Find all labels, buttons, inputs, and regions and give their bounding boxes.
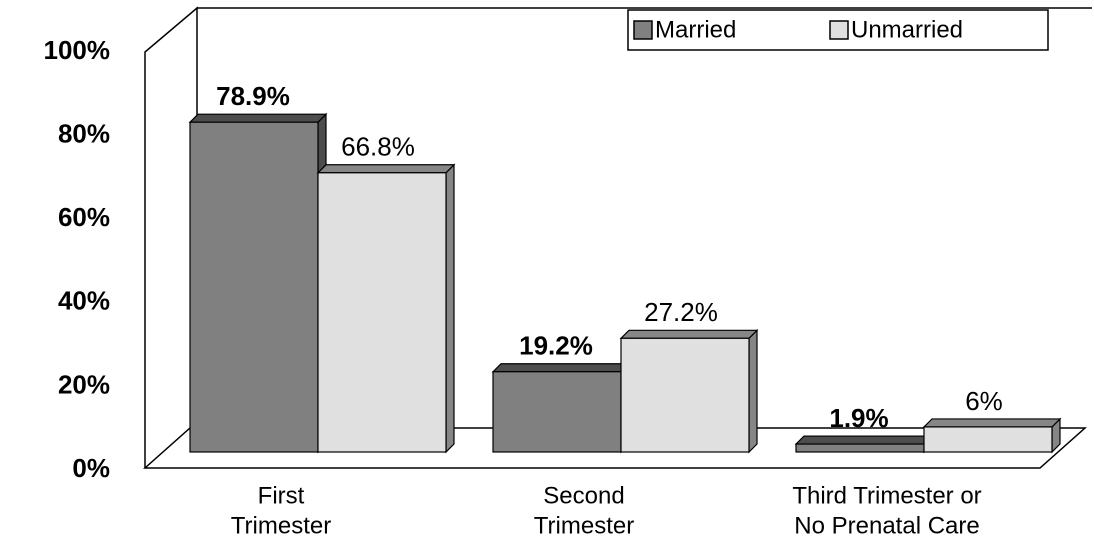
value-label: 27.2%: [644, 297, 718, 327]
y-tick-label: 80%: [58, 118, 110, 148]
bar-top: [491, 363, 631, 373]
y-tick-label: 100%: [44, 35, 111, 65]
y-tick-label: 0%: [72, 453, 110, 483]
x-tick-label: No Prenatal Care: [794, 512, 979, 539]
bar-top: [922, 418, 1062, 428]
legend-swatch: [633, 20, 653, 40]
left-wall: [144, 6, 198, 468]
bar: [491, 362, 631, 454]
bar-top: [316, 164, 456, 174]
bar-side: [748, 328, 758, 454]
value-label: 1.9%: [829, 403, 888, 433]
bar: [188, 112, 328, 454]
value-label: 19.2%: [519, 331, 593, 361]
bar-top: [619, 329, 759, 339]
value-label: 6%: [965, 386, 1003, 416]
legend: Married Unmarried: [627, 9, 1049, 51]
bar-front: [795, 443, 925, 453]
x-tick-label: Trimester: [534, 512, 634, 539]
bar-front: [317, 172, 447, 453]
x-tick-label: Trimester: [231, 512, 331, 539]
y-tick-label: 20%: [58, 369, 110, 399]
bar-front: [923, 426, 1053, 453]
bar-top: [794, 435, 934, 445]
x-tick-label: Third Trimester or: [792, 482, 981, 509]
bar-top: [188, 113, 328, 123]
legend-label: Married: [655, 16, 736, 43]
bar-front: [620, 337, 750, 453]
y-tick-label: 40%: [58, 286, 110, 316]
x-tick-label: Second: [543, 482, 624, 509]
bar: [619, 328, 759, 454]
legend-label: Unmarried: [851, 16, 963, 43]
bar: [316, 163, 456, 454]
bar-front: [492, 371, 622, 453]
bar: [794, 434, 934, 454]
y-tick-label: 60%: [58, 202, 110, 232]
legend-swatch: [829, 20, 849, 40]
value-label: 78.9%: [216, 81, 290, 111]
bar-front: [189, 121, 319, 453]
x-tick-label: First: [258, 482, 305, 509]
value-label: 66.8%: [341, 132, 415, 162]
bar-side: [445, 163, 455, 454]
bar: [922, 417, 1062, 454]
